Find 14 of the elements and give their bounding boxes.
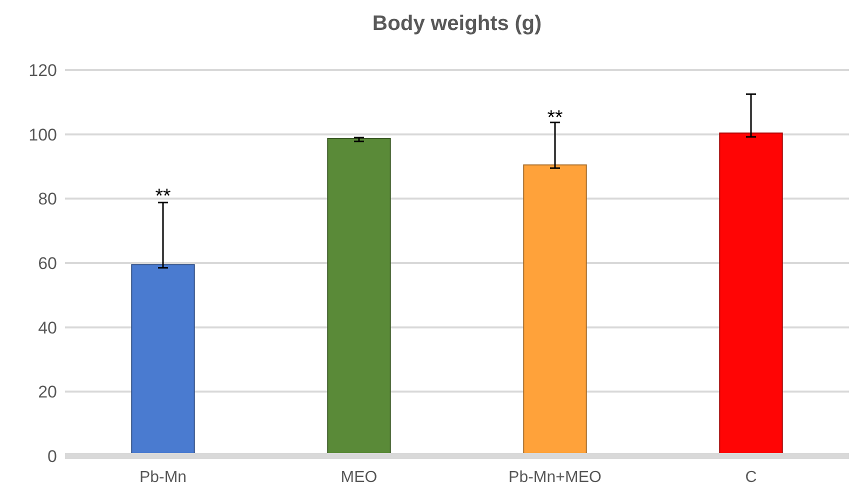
- y-tick-label: 40: [38, 318, 57, 338]
- annotation: **: [155, 186, 171, 208]
- x-tick-label: C: [745, 469, 757, 486]
- x-tick-label: Pb-Mn: [139, 469, 187, 486]
- x-tick-label: Pb-Mn+MEO: [508, 469, 602, 486]
- y-tick-label: 80: [38, 190, 57, 209]
- x-tick-label: MEO: [340, 469, 378, 486]
- y-tick-label: 60: [38, 254, 57, 273]
- y-tick-label: 120: [28, 60, 57, 80]
- y-tick-label: 100: [28, 125, 57, 144]
- chart-title: Body weights (g): [372, 12, 542, 35]
- annotation: **: [547, 106, 563, 129]
- y-tick-label: 0: [48, 446, 57, 466]
- y-tick-label: 20: [38, 382, 57, 402]
